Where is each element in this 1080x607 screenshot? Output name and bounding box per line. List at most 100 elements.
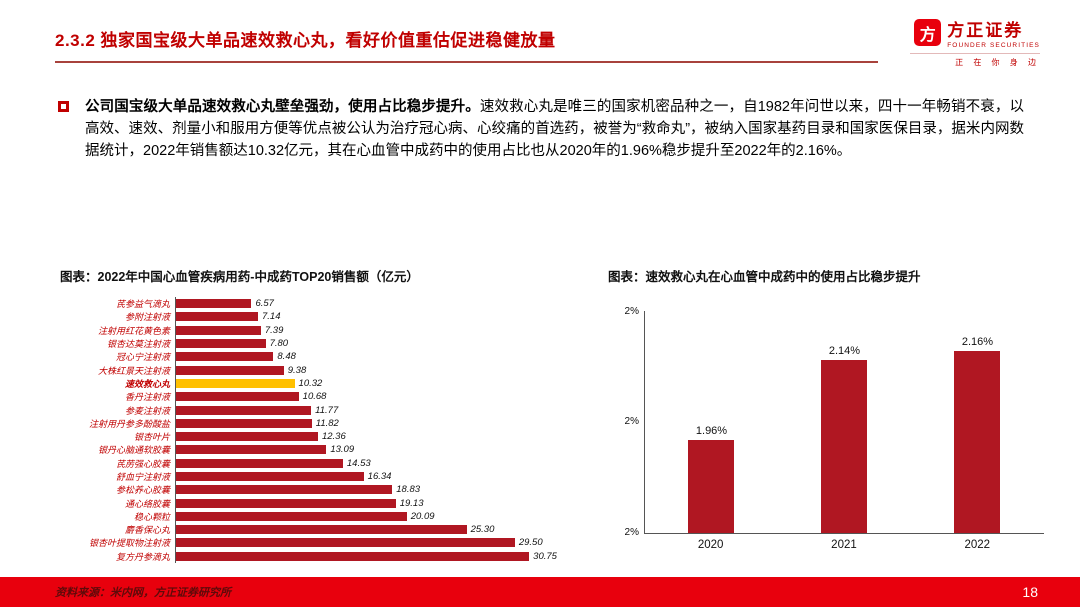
bar-value-label: 8.48 — [277, 351, 296, 363]
page-number: 18 — [1022, 584, 1038, 600]
bar — [176, 352, 274, 362]
bar-area: 11.77 — [175, 403, 578, 417]
ratio-x-labels: 2020 2021 2022 — [644, 539, 1044, 551]
source-note: 资料来源：米内网，方正证券研究所 — [55, 587, 231, 599]
top20-chart: 图表：2022年中国心血管疾病用药-中成药TOP20销售额（亿元） 芪参益气滴丸… — [60, 266, 578, 563]
top20-rows: 芪参益气滴丸 6.57 参附注射液 7.14 注射用红花黄色素 7.39 银杏达莫注射液 7.… — [60, 297, 578, 563]
page-title: 2.3.2 独家国宝级大单品速效救心丸，看好价值重估促进稳健放量 — [55, 31, 556, 50]
logo-icon: 方 — [914, 19, 942, 46]
bar — [176, 299, 252, 309]
bar — [176, 432, 318, 442]
bar — [176, 511, 407, 521]
bar — [176, 485, 393, 495]
bar-category-label: 芪苈强心胶囊 — [115, 458, 170, 469]
bar-area: 20.09 — [175, 509, 578, 524]
bar-row: 冠心宁注射液 8.48 — [60, 350, 578, 364]
bar-row: 香丹注射液 10.68 — [60, 390, 578, 404]
bar-value-label: 12.36 — [321, 431, 346, 443]
bar-area: 18.83 — [175, 483, 578, 497]
bar-value-label: 25.30 — [470, 524, 495, 536]
title-divider — [55, 61, 878, 63]
logo-name-cn: 方正证券 — [947, 21, 1024, 40]
bar-area: 19.13 — [175, 496, 578, 510]
bar-category-label: 稳心颗粒 — [133, 511, 170, 522]
bar-category-label: 通心络胶囊 — [124, 498, 170, 509]
bar-value-label: 13.09 — [330, 444, 355, 456]
bar-area: 10.68 — [175, 390, 578, 404]
bar-value-label: 20.09 — [410, 510, 435, 522]
bar-category-label: 香丹注射液 — [124, 392, 170, 403]
bar-row: 银杏叶片 12.36 — [60, 429, 578, 444]
bar-area: 10.32 — [175, 376, 578, 391]
bar-category-label: 舒血宁注射液 — [115, 472, 170, 482]
bar — [176, 538, 515, 548]
bar-area: 6.57 — [175, 297, 578, 311]
bar-value-label: 29.50 — [518, 537, 543, 549]
bar-category-label: 参松养心胶囊 — [115, 485, 170, 496]
bar-area: 16.34 — [175, 469, 578, 484]
bar-area: 8.48 — [175, 350, 578, 364]
bar-category-label: 冠心宁注射液 — [115, 352, 170, 363]
bar — [176, 418, 312, 428]
column-bar — [688, 439, 735, 533]
bar-row: 芪苈强心胶囊 14.53 — [60, 456, 578, 470]
bar-category-label: 芪参益气滴丸 — [115, 299, 170, 310]
bar-area: 30.75 — [175, 549, 578, 563]
paragraph-text: 公司国宝级大单品速效救心丸壁垒强劲，使用占比稳步提升。速效救心丸是唯三的国家机密… — [85, 96, 1024, 162]
bar-value-label: 7.14 — [262, 311, 281, 323]
company-logo: 方 方正证券 FOUNDER SECURITIES 正 在 你 身 边 — [910, 16, 1040, 68]
ratio-chart: 图表：速效救心丸在心血管中成药中的使用占比稳步提升 1.96% 2.14% 2.16… — [608, 266, 1044, 551]
bar-value-label: 7.39 — [264, 324, 284, 336]
bar-category-label: 注射用红花黄色素 — [97, 325, 170, 336]
bar-value-label: 7.80 — [269, 338, 289, 350]
bar-row: 银杏叶提取物注射液 29.50 — [60, 536, 578, 550]
bar-area: 11.82 — [175, 416, 578, 430]
bar-value-label: 30.75 — [533, 550, 557, 562]
x-axis-label: 2020 — [697, 539, 724, 551]
bar-row: 速效救心丸 10.32 — [60, 376, 578, 391]
column-bar — [821, 359, 868, 533]
bar — [176, 378, 295, 388]
bar-area: 9.38 — [175, 363, 578, 377]
bar-value-label: 11.77 — [315, 404, 339, 416]
bar-row: 注射用红花黄色素 7.39 — [60, 323, 578, 337]
y-axis-tick-label: 2% — [624, 306, 639, 317]
bar-category-label: 银杏叶提取物注射液 — [88, 538, 170, 549]
bar-row: 芪参益气滴丸 6.57 — [60, 297, 578, 311]
paragraph-body: 速效救心丸是唯三的国家机密品种之一，自1982年问世以来，四十一年畅销不衰，以高… — [85, 99, 1024, 159]
bar-area: 14.53 — [175, 456, 578, 470]
bar-category-label: 参附注射液 — [124, 312, 170, 323]
bar — [176, 325, 261, 335]
logo-text: 方正证券 FOUNDER SECURITIES — [947, 16, 1040, 49]
y-axis-tick-label: 2% — [624, 527, 639, 538]
bar-value-label: 11.82 — [315, 417, 339, 429]
logo-row: 方 方正证券 FOUNDER SECURITIES — [910, 16, 1040, 49]
bar-value-label: 10.32 — [298, 377, 323, 389]
bar-row: 舒血宁注射液 16.34 — [60, 469, 578, 484]
bar-category-label: 注射用丹参多酚酸盐 — [88, 418, 170, 429]
bar-value-label: 10.68 — [302, 391, 327, 403]
bar-category-label: 速效救心丸 — [124, 378, 170, 389]
paragraph-lead: 公司国宝级大单品速效救心丸壁垒强劲，使用占比稳步提升。 — [85, 99, 480, 115]
bar — [176, 551, 530, 561]
bar-value-label: 9.38 — [287, 364, 307, 376]
bar — [176, 365, 284, 375]
bar-row: 银丹心脑通软胶囊 13.09 — [60, 443, 578, 457]
bar — [176, 339, 266, 349]
bar-row: 参麦注射液 11.77 — [60, 403, 578, 417]
summary-paragraph: 公司国宝级大单品速效救心丸壁垒强劲，使用占比稳步提升。速效救心丸是唯三的国家机密… — [58, 96, 1024, 162]
bar-row: 麝香保心丸 25.30 — [60, 523, 578, 537]
bar-value-label: 18.83 — [396, 484, 421, 496]
y-axis-tick-label: 2% — [624, 416, 639, 427]
bar-area: 13.09 — [175, 443, 578, 457]
bar — [176, 392, 299, 402]
x-axis-label: 2022 — [964, 539, 991, 551]
bar-area: 7.39 — [175, 323, 578, 337]
bar-value-label: 16.34 — [367, 471, 392, 482]
column-group: 1.96% — [645, 311, 778, 533]
bar-area: 29.50 — [175, 536, 578, 550]
bar — [176, 525, 467, 535]
bar — [176, 472, 364, 481]
column-value-label: 2.16% — [961, 335, 994, 348]
bar-row: 大株红景天注射液 9.38 — [60, 363, 578, 377]
